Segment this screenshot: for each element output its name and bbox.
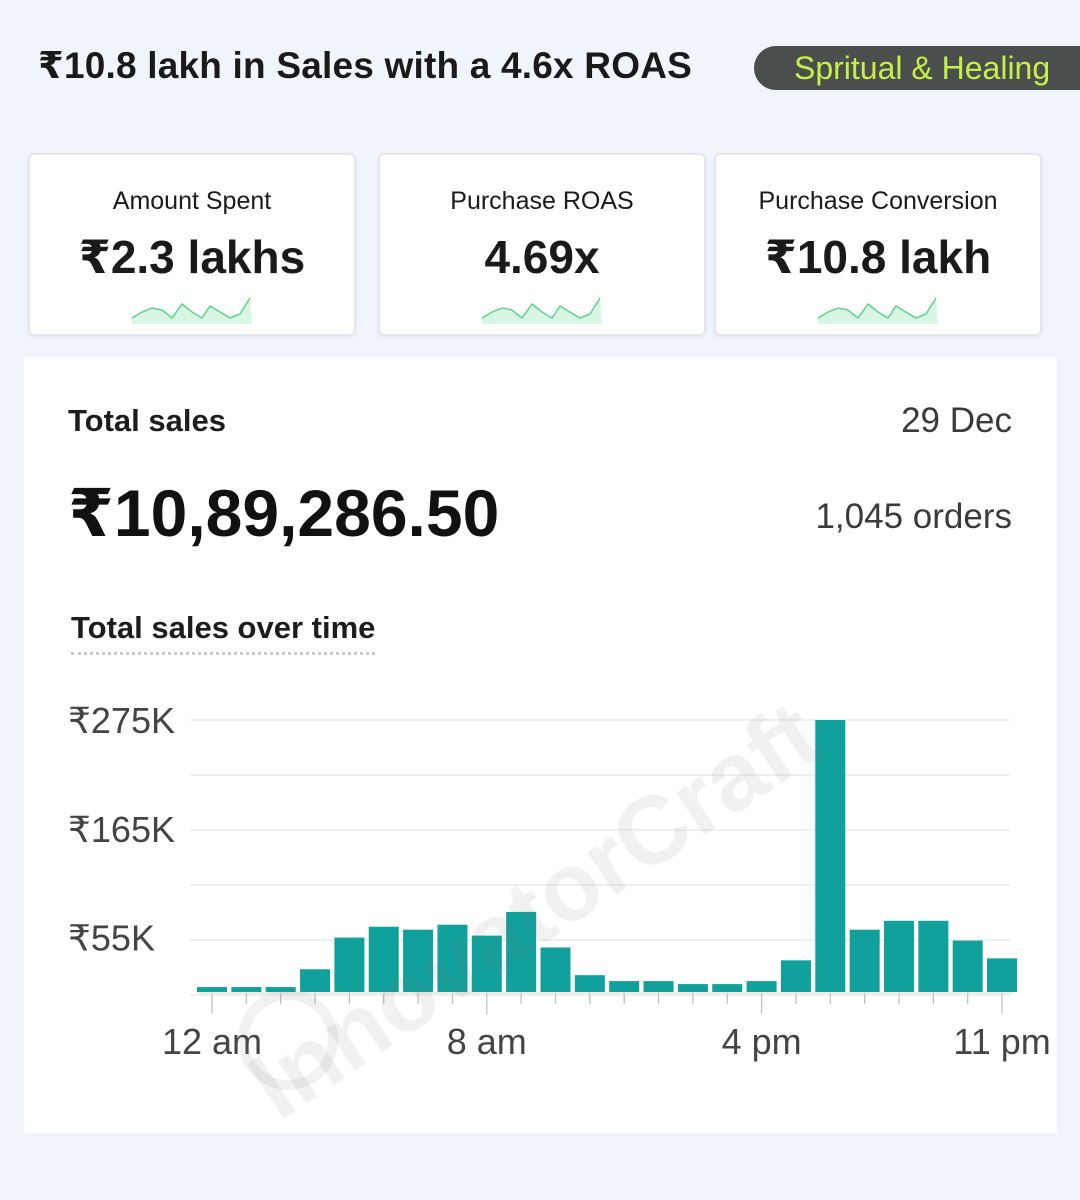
bar-1am[interactable]	[231, 987, 262, 992]
metric-label: Purchase Conversion	[758, 187, 998, 215]
metric-card-amount-spent: Amount Spent ₹2.3 lakhs	[28, 153, 356, 336]
bar-5am[interactable]	[368, 926, 399, 992]
sales-panel: Total sales 29 Dec ₹10,89,286.50 1,045 o…	[24, 357, 1057, 1133]
bar-8pm[interactable]	[884, 920, 914, 992]
bar-4pm[interactable]	[746, 981, 777, 992]
y-tick-label: ₹55K	[68, 918, 155, 959]
metric-value: ₹10.8 lakh	[764, 231, 992, 283]
bar-9pm[interactable]	[918, 920, 949, 992]
total-sales-title: Total sales	[68, 403, 226, 438]
metric-card-purchase-conversion: Purchase Conversion ₹10.8 lakh	[714, 153, 1042, 336]
metric-value: ₹2.3 lakhs	[78, 231, 306, 283]
bar-10pm[interactable]	[952, 940, 983, 992]
metric-value: 4.69x	[484, 231, 600, 283]
total-sales-value: ₹10,89,286.50	[68, 476, 500, 550]
sparkline-icon	[482, 297, 602, 324]
bar-3am[interactable]	[300, 969, 331, 992]
chart-title: Total sales over time	[71, 610, 376, 655]
bar-8am[interactable]	[471, 935, 502, 992]
bar-4am[interactable]	[334, 937, 365, 992]
x-tick-label: 11 pm	[953, 1021, 1050, 1062]
bar-9am[interactable]	[506, 911, 537, 992]
bar-12am[interactable]	[197, 987, 227, 992]
bar-2am[interactable]	[265, 987, 296, 992]
sparkline-icon	[132, 297, 252, 324]
x-tick-label: 4 pm	[722, 1021, 802, 1062]
sparkline-icon	[818, 297, 938, 324]
bar-7am[interactable]	[437, 924, 468, 992]
orders-count: 1,045 orders	[815, 497, 1012, 536]
bar-6am[interactable]	[403, 929, 434, 992]
metric-card-purchase-roas: Purchase ROAS 4.69x	[378, 153, 706, 336]
bar-7pm[interactable]	[849, 929, 880, 992]
y-tick-label: ₹165K	[68, 809, 175, 850]
bar-10am[interactable]	[540, 947, 571, 992]
bar-1pm[interactable]	[643, 981, 674, 992]
x-tick-label: 8 am	[447, 1021, 527, 1062]
bar-5pm[interactable]	[780, 960, 811, 992]
bar-11pm[interactable]	[987, 958, 1018, 992]
bar-2pm[interactable]	[677, 984, 708, 992]
bar-12pm[interactable]	[609, 981, 640, 992]
metric-label: Amount Spent	[112, 187, 272, 215]
metric-label: Purchase ROAS	[450, 187, 634, 215]
bar-6pm[interactable]	[815, 720, 846, 992]
category-tag: Spritual & Healing	[754, 46, 1080, 90]
headline: ₹10.8 lakh in Sales with a 4.6x ROAS	[38, 45, 692, 86]
x-tick-label: 12 am	[162, 1021, 262, 1062]
y-tick-label: ₹275K	[68, 700, 175, 741]
bar-11am[interactable]	[574, 975, 605, 992]
date-label: 29 Dec	[901, 401, 1012, 440]
bar-3pm[interactable]	[712, 984, 743, 992]
